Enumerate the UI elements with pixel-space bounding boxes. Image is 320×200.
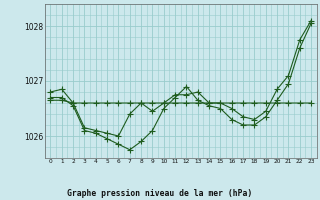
Text: Graphe pression niveau de la mer (hPa): Graphe pression niveau de la mer (hPa) <box>68 189 252 198</box>
